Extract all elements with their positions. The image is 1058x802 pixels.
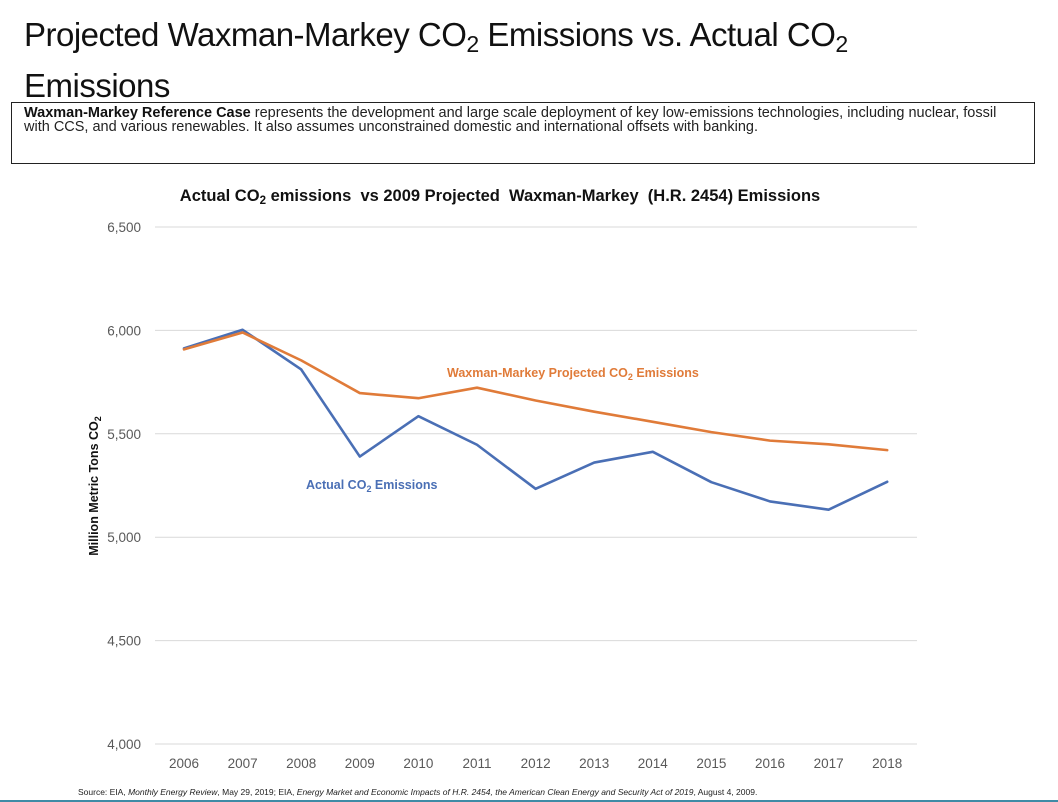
x-tick-label: 2018 <box>872 756 902 771</box>
source-text: , August 4, 2009. <box>693 787 758 797</box>
x-tick-label: 2013 <box>579 756 609 771</box>
title-subscript: 2 <box>466 30 479 57</box>
y-tick-label: 5,000 <box>107 530 141 545</box>
y-tick-label: 6,500 <box>107 220 141 235</box>
x-tick-label: 2010 <box>403 756 433 771</box>
y-axis-label: Million Metric Tons CO2 <box>87 416 103 556</box>
description-box: Waxman-Markey Reference Case represents … <box>11 102 1035 164</box>
y-tick-label: 5,500 <box>107 427 141 442</box>
x-tick-label: 2015 <box>696 756 726 771</box>
title-text: Emissions vs. Actual CO <box>478 16 836 53</box>
chart-title: Actual CO2 emissions vs 2009 Projected W… <box>0 187 1000 207</box>
bottom-rule <box>0 800 1058 802</box>
y-tick-label: 4,500 <box>107 634 141 649</box>
actual-series-label: Actual CO2 Emissions <box>306 478 437 494</box>
projected-series-line <box>182 331 889 452</box>
chart-title-text: emissions vs 2009 Projected Waxman-Marke… <box>265 187 821 205</box>
slide-title: Projected Waxman-Markey CO2 Emissions vs… <box>24 14 984 107</box>
x-tick-label: 2012 <box>521 756 551 771</box>
source-text: , May 29, 2019; EIA, <box>217 787 297 797</box>
title-text: Projected Waxman-Markey CO <box>24 16 467 53</box>
x-tick-label: 2011 <box>462 756 491 771</box>
chart-title-text: Actual CO <box>179 187 260 205</box>
title-text: Emissions <box>24 66 170 104</box>
actual-series-line <box>182 328 889 511</box>
x-tick-label: 2014 <box>638 756 669 771</box>
x-tick-label: 2016 <box>755 756 785 771</box>
source-italic: Monthly Energy Review <box>128 787 218 797</box>
source-text: Source: EIA, <box>78 787 129 797</box>
description-text: represents the development and large sca… <box>24 105 997 135</box>
x-tick-label: 2017 <box>814 756 844 771</box>
title-subscript: 2 <box>835 30 848 57</box>
x-tick-label: 2008 <box>286 756 316 771</box>
y-tick-label: 6,000 <box>107 323 141 338</box>
x-tick-label: 2009 <box>345 756 375 771</box>
x-tick-label: 2006 <box>169 756 199 771</box>
source-italic: Energy Market and Economic Impacts of H.… <box>296 787 694 797</box>
source-note: Source: EIA, Monthly Energy Review, May … <box>78 787 757 797</box>
x-tick-label: 2007 <box>228 756 258 771</box>
chart-title-subscript: 2 <box>259 194 266 207</box>
projected-series-label: Waxman-Markey Projected CO2 Emissions <box>447 366 699 382</box>
description-bold: Waxman-Markey Reference Case <box>24 105 251 121</box>
y-tick-label: 4,000 <box>107 737 141 752</box>
